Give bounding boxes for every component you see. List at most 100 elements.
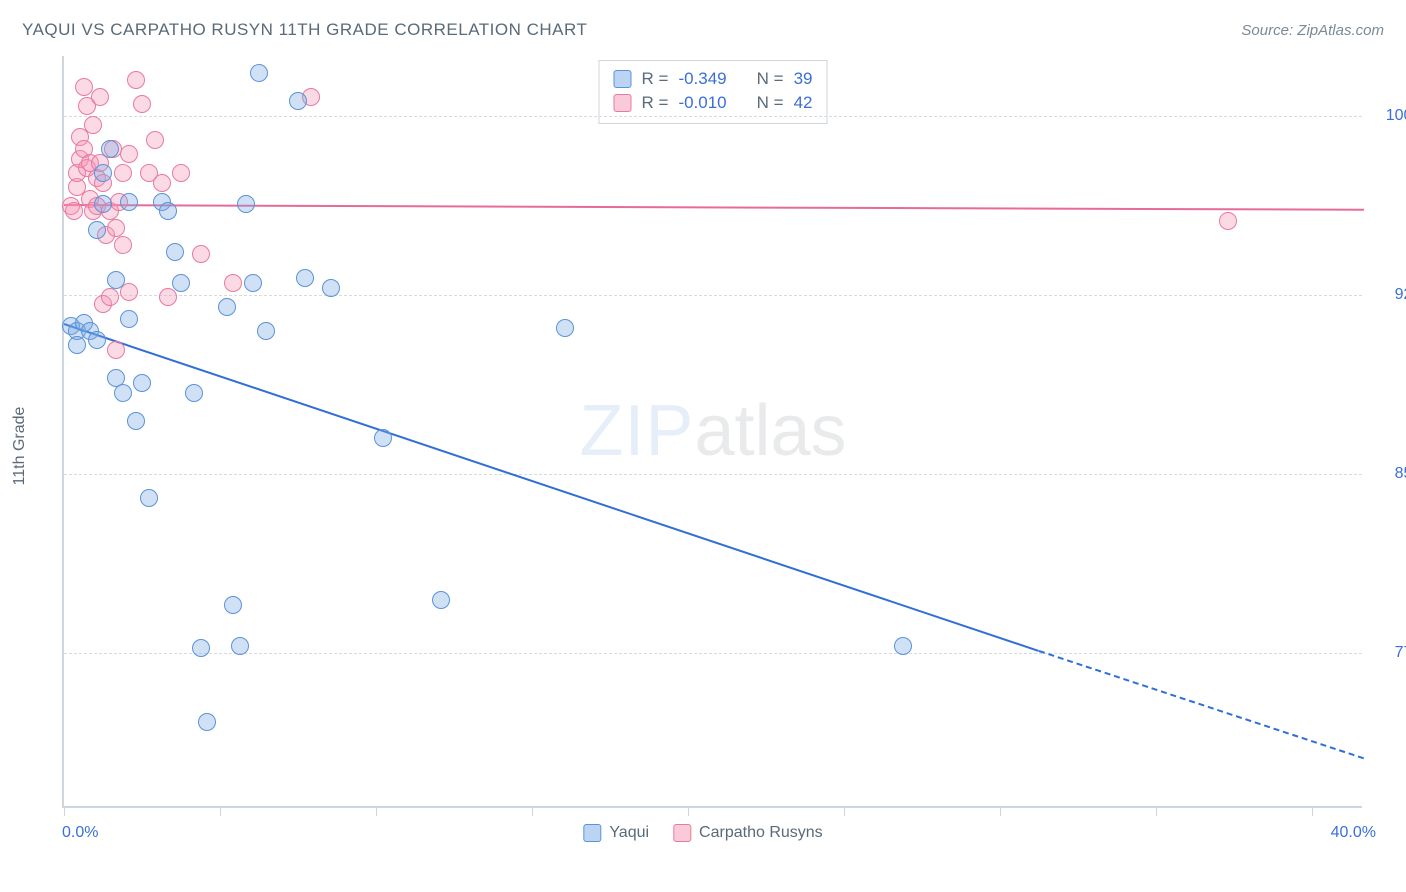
data-point — [101, 288, 119, 306]
swatch-pink — [614, 94, 632, 112]
data-point — [88, 221, 106, 239]
data-point — [120, 145, 138, 163]
data-point — [296, 269, 314, 287]
data-point — [159, 202, 177, 220]
source-name: ZipAtlas.com — [1297, 22, 1384, 39]
swatch-blue — [583, 824, 601, 842]
data-point — [133, 95, 151, 113]
y-tick-label: 92.5% — [1370, 286, 1406, 304]
data-point — [374, 429, 392, 447]
n-label: N = — [757, 67, 784, 91]
data-point — [224, 274, 242, 292]
r-label: R = — [642, 67, 669, 91]
data-point — [146, 131, 164, 149]
data-point — [107, 341, 125, 359]
x-tick — [1312, 806, 1313, 816]
x-tick — [844, 806, 845, 816]
trend-line — [1039, 650, 1365, 759]
data-point — [120, 193, 138, 211]
data-point — [65, 202, 83, 220]
data-point — [88, 331, 106, 349]
data-point — [114, 384, 132, 402]
data-point — [94, 164, 112, 182]
gridline — [64, 295, 1362, 296]
correlation-legend: R = -0.349 N = 39 R = -0.010 N = 42 — [599, 60, 828, 124]
data-point — [127, 412, 145, 430]
legend-item-carpatho: Carpatho Rusyns — [673, 824, 823, 842]
trend-line — [64, 204, 1364, 211]
y-tick-label: 85.0% — [1370, 465, 1406, 483]
n-value: 39 — [794, 67, 813, 91]
gridline — [64, 653, 1362, 654]
data-point — [68, 336, 86, 354]
data-point — [172, 274, 190, 292]
y-axis-title: 11th Grade — [11, 407, 29, 486]
source-attribution: Source: ZipAtlas.com — [1241, 22, 1384, 39]
trend-line — [64, 323, 1040, 652]
data-point — [185, 384, 203, 402]
data-point — [257, 322, 275, 340]
watermark-atlas: atlas — [694, 391, 846, 471]
y-tick-label: 100.0% — [1370, 107, 1406, 125]
r-value: -0.349 — [678, 67, 726, 91]
data-point — [120, 310, 138, 328]
plot-area: ZIPatlas R = -0.349 N = 39 R = -0.010 N … — [62, 56, 1362, 808]
gridline — [64, 116, 1362, 117]
source-prefix: Source: — [1241, 22, 1297, 39]
r-label: R = — [642, 91, 669, 115]
data-point — [133, 374, 151, 392]
data-point — [237, 195, 255, 213]
data-point — [556, 319, 574, 337]
data-point — [159, 288, 177, 306]
data-point — [153, 174, 171, 192]
x-tick — [376, 806, 377, 816]
legend-label: Yaqui — [609, 824, 649, 842]
series-legend: Yaqui Carpatho Rusyns — [583, 824, 822, 842]
legend-item-yaqui: Yaqui — [583, 824, 649, 842]
n-label: N = — [757, 91, 784, 115]
data-point — [172, 164, 190, 182]
legend-row-yaqui: R = -0.349 N = 39 — [614, 67, 813, 91]
legend-row-carpatho: R = -0.010 N = 42 — [614, 91, 813, 115]
data-point — [432, 591, 450, 609]
data-point — [192, 245, 210, 263]
watermark: ZIPatlas — [579, 390, 846, 472]
data-point — [114, 236, 132, 254]
x-tick — [1000, 806, 1001, 816]
swatch-blue — [614, 70, 632, 88]
data-point — [140, 489, 158, 507]
data-point — [218, 298, 236, 316]
data-point — [114, 164, 132, 182]
legend-label: Carpatho Rusyns — [699, 824, 823, 842]
x-tick — [532, 806, 533, 816]
data-point — [231, 637, 249, 655]
x-tick — [220, 806, 221, 816]
data-point — [166, 243, 184, 261]
n-value: 42 — [794, 91, 813, 115]
chart-title: YAQUI VS CARPATHO RUSYN 11TH GRADE CORRE… — [22, 20, 587, 40]
x-tick — [1156, 806, 1157, 816]
gridline — [64, 474, 1362, 475]
x-tick — [64, 806, 65, 816]
watermark-zip: ZIP — [579, 391, 694, 471]
data-point — [192, 639, 210, 657]
x-axis-max-label: 40.0% — [1331, 824, 1376, 842]
data-point — [101, 140, 119, 158]
data-point — [107, 271, 125, 289]
data-point — [94, 195, 112, 213]
data-point — [75, 78, 93, 96]
data-point — [894, 637, 912, 655]
data-point — [224, 596, 242, 614]
data-point — [91, 88, 109, 106]
data-point — [244, 274, 262, 292]
swatch-pink — [673, 824, 691, 842]
data-point — [250, 64, 268, 82]
data-point — [198, 713, 216, 731]
data-point — [84, 116, 102, 134]
x-axis-min-label: 0.0% — [62, 824, 98, 842]
y-tick-label: 77.5% — [1370, 644, 1406, 662]
data-point — [127, 71, 145, 89]
data-point — [289, 92, 307, 110]
data-point — [1219, 212, 1237, 230]
data-point — [107, 219, 125, 237]
